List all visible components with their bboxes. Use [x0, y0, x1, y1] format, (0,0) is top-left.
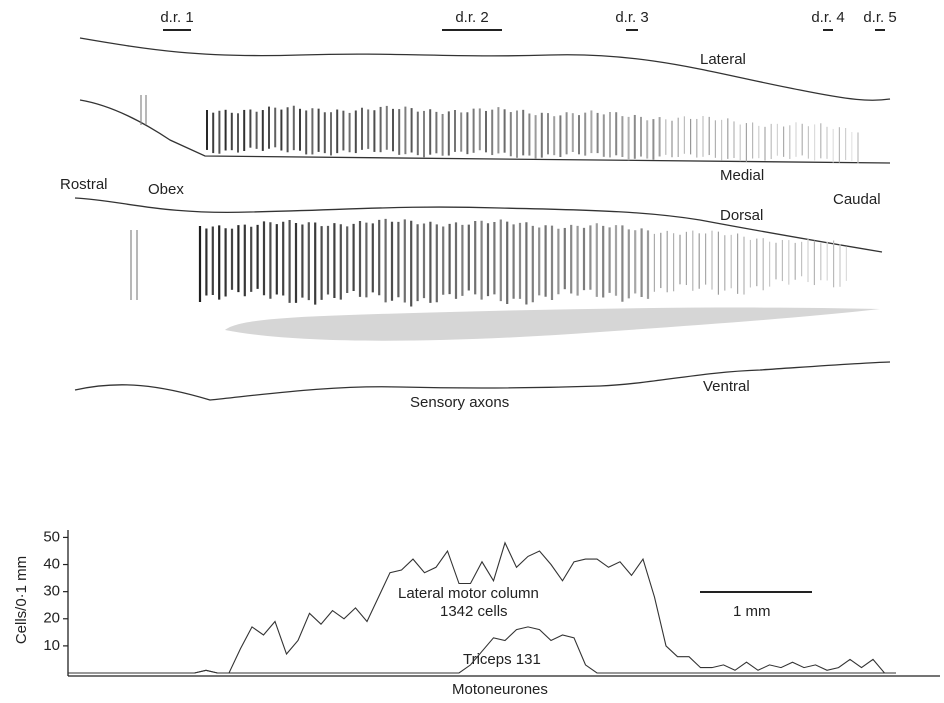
label-ventral: Ventral — [703, 378, 750, 395]
root-label: d.r. 4 — [811, 9, 844, 26]
diagram: d.r. 1 d.r. 2 d.r. 3 d.r. 4 d.r. 5 Obex Late… — [60, 9, 897, 411]
y-tick-label: 10 — [43, 637, 60, 654]
y-tick-label: 40 — [43, 556, 60, 573]
lateral-outline — [80, 38, 890, 100]
figure: d.r. 1 d.r. 2 d.r. 3 d.r. 4 d.r. 5 Obex Late… — [0, 0, 944, 703]
sensory-region — [225, 308, 880, 341]
label-caudal: Caudal — [833, 191, 881, 208]
chart: Cells/0·1 mm Motoneurones Lateral motor … — [13, 528, 940, 698]
root-label: d.r. 5 — [863, 9, 896, 26]
root-label: d.r. 2 — [455, 9, 488, 26]
y-tick-label: 20 — [43, 610, 60, 627]
y-axis-label: Cells/0·1 mm — [13, 556, 30, 644]
x-axis-label: Motoneurones — [452, 681, 548, 698]
root-label: d.r. 1 — [160, 9, 193, 26]
scale-bar-label: 1 mm — [733, 603, 771, 620]
label-lateral: Lateral — [700, 51, 746, 68]
cell-bars — [131, 95, 858, 306]
series-label: Lateral motor column — [398, 585, 539, 602]
y-tick-label: 30 — [43, 583, 60, 600]
cell-count: 1342 cells — [440, 603, 508, 620]
y-tick-label: 50 — [43, 528, 60, 545]
label-rostral: Rostral — [60, 176, 108, 193]
label-obex: Obex — [148, 181, 184, 198]
label-medial: Medial — [720, 167, 764, 184]
label-dorsal: Dorsal — [720, 207, 763, 224]
dorsal-roots: d.r. 1 d.r. 2 d.r. 3 d.r. 4 d.r. 5 — [160, 9, 896, 30]
label-sensory: Sensory axons — [410, 394, 509, 411]
root-label: d.r. 3 — [615, 9, 648, 26]
